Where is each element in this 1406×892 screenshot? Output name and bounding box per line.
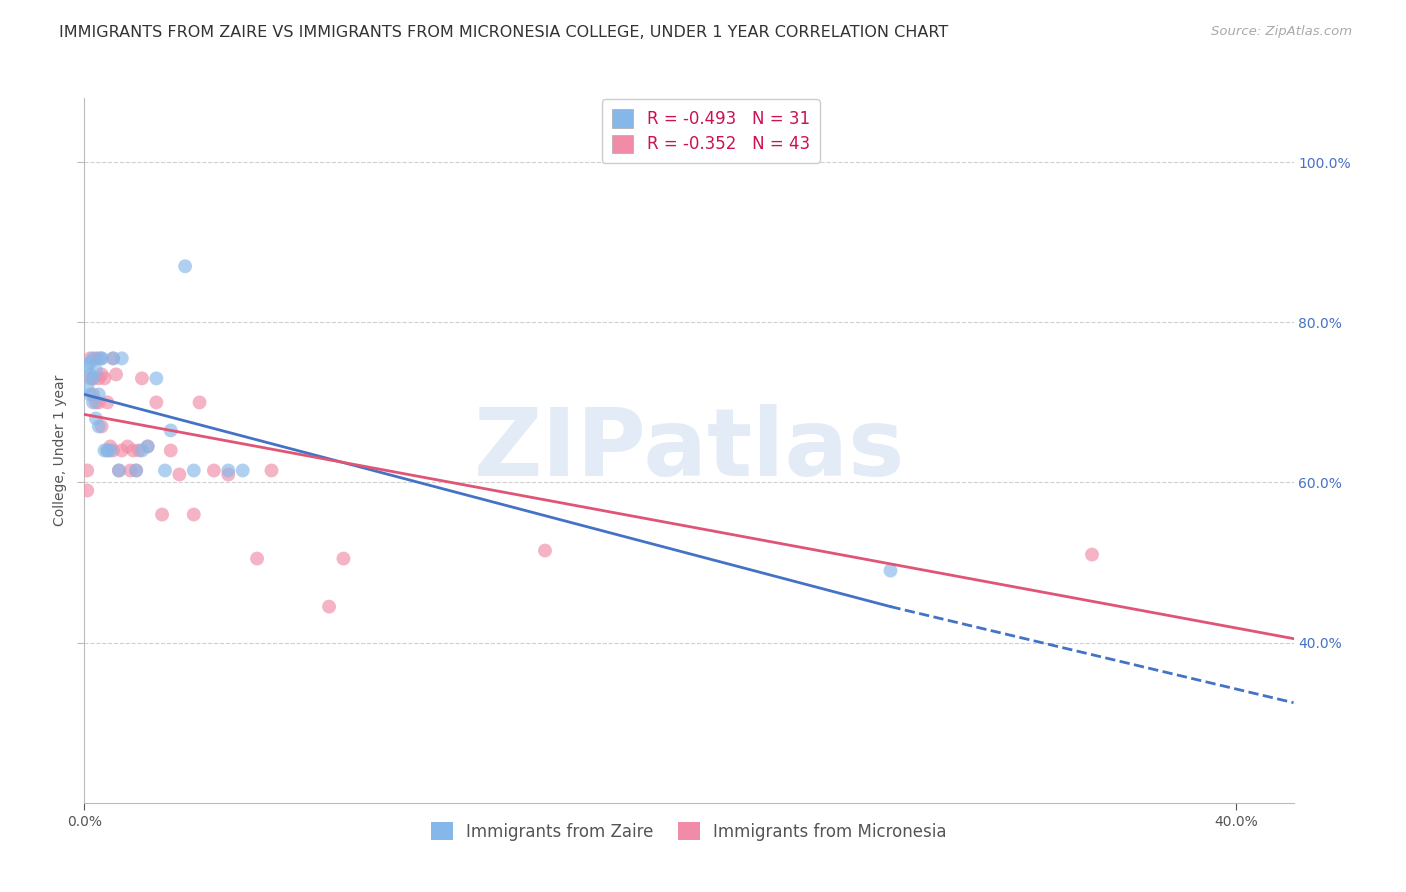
Point xyxy=(79,387,101,401)
Point xyxy=(111,443,134,458)
Point xyxy=(111,351,134,366)
Point xyxy=(84,411,107,425)
Point xyxy=(260,463,283,477)
Point xyxy=(90,351,112,366)
Point xyxy=(159,443,181,458)
Text: IMMIGRANTS FROM ZAIRE VS IMMIGRANTS FROM MICRONESIA COLLEGE, UNDER 1 YEAR CORREL: IMMIGRANTS FROM ZAIRE VS IMMIGRANTS FROM… xyxy=(59,25,948,40)
Text: Source: ZipAtlas.com: Source: ZipAtlas.com xyxy=(1212,25,1353,38)
Point xyxy=(93,371,115,385)
Y-axis label: College, Under 1 year: College, Under 1 year xyxy=(53,375,67,526)
Point xyxy=(90,419,112,434)
Point xyxy=(87,395,110,409)
Point xyxy=(131,443,153,458)
Point xyxy=(145,371,167,385)
Point xyxy=(183,463,205,477)
Point xyxy=(246,551,269,566)
Point xyxy=(174,260,197,274)
Point xyxy=(128,443,150,458)
Point xyxy=(1081,548,1104,562)
Point xyxy=(84,395,107,409)
Point xyxy=(122,443,145,458)
Point xyxy=(318,599,340,614)
Point xyxy=(232,463,254,477)
Point xyxy=(98,440,121,454)
Point xyxy=(117,440,139,454)
Point xyxy=(76,483,98,498)
Point xyxy=(96,443,118,458)
Point xyxy=(87,387,110,401)
Point xyxy=(84,363,107,377)
Point xyxy=(82,351,104,366)
Point xyxy=(153,463,176,477)
Point xyxy=(108,463,131,477)
Point xyxy=(169,467,191,482)
Point xyxy=(150,508,173,522)
Point xyxy=(96,443,118,458)
Point xyxy=(93,443,115,458)
Point xyxy=(202,463,225,477)
Point xyxy=(332,551,354,566)
Point xyxy=(82,387,104,401)
Point xyxy=(217,463,239,477)
Point xyxy=(125,463,148,477)
Point xyxy=(101,443,124,458)
Point xyxy=(96,395,118,409)
Point xyxy=(159,424,181,438)
Text: ZIPatlas: ZIPatlas xyxy=(474,404,904,497)
Point xyxy=(125,463,148,477)
Point xyxy=(87,419,110,434)
Point xyxy=(82,395,104,409)
Point xyxy=(217,467,239,482)
Point xyxy=(87,371,110,385)
Point xyxy=(136,440,159,454)
Point xyxy=(76,463,98,477)
Point xyxy=(136,440,159,454)
Point xyxy=(98,443,121,458)
Point xyxy=(82,371,104,385)
Point xyxy=(76,379,98,393)
Point xyxy=(82,371,104,385)
Point xyxy=(120,463,142,477)
Point xyxy=(87,351,110,366)
Point xyxy=(105,368,128,382)
Point xyxy=(108,463,131,477)
Point xyxy=(84,351,107,366)
Point xyxy=(79,371,101,385)
Point xyxy=(879,564,901,578)
Point xyxy=(534,543,557,558)
Point xyxy=(101,351,124,366)
Point xyxy=(76,359,98,374)
Point xyxy=(101,351,124,366)
Point xyxy=(79,355,101,369)
Point xyxy=(90,368,112,382)
Point xyxy=(79,368,101,382)
Point xyxy=(79,351,101,366)
Point xyxy=(131,371,153,385)
Point xyxy=(188,395,211,409)
Point xyxy=(90,351,112,366)
Point xyxy=(145,395,167,409)
Point xyxy=(183,508,205,522)
Legend: Immigrants from Zaire, Immigrants from Micronesia: Immigrants from Zaire, Immigrants from M… xyxy=(425,815,953,847)
